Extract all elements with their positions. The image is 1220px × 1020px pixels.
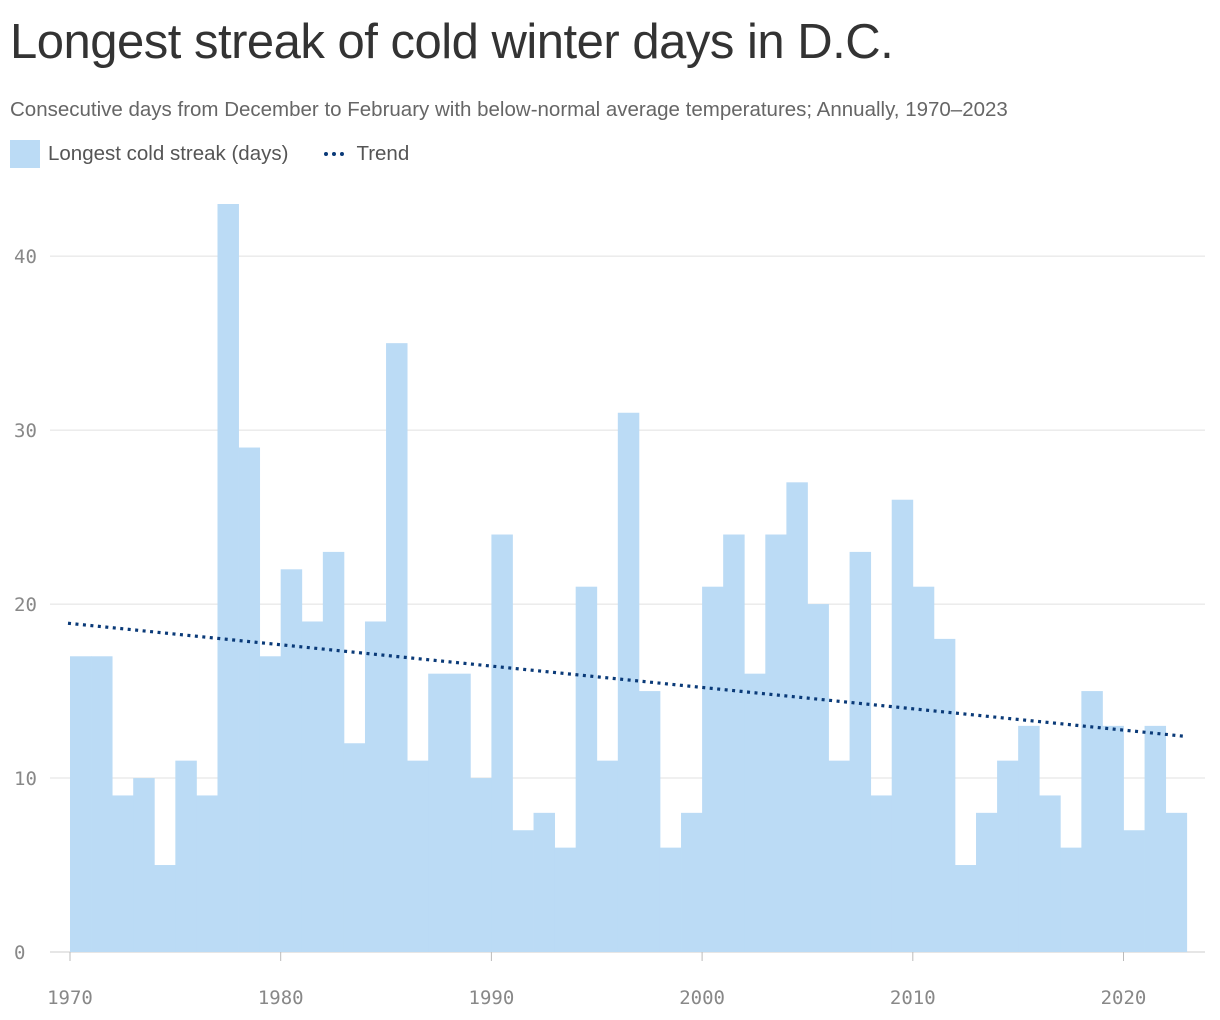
bar-2010	[912, 586, 935, 952]
x-tick-label: 1990	[469, 987, 515, 1009]
legend-swatch-bars	[10, 140, 40, 168]
legend-item-bars: Longest cold streak (days)	[10, 140, 288, 168]
bar-2022	[1165, 812, 1188, 952]
bar-2005	[807, 604, 829, 952]
bars	[70, 204, 1188, 953]
bar-1988	[449, 673, 471, 952]
chart-title: Longest streak of cold winter days in D.…	[10, 15, 894, 69]
chart-subtitle: Consecutive days from December to Februa…	[10, 98, 1008, 121]
y-tick-label: 30	[14, 420, 37, 442]
bar-1987	[428, 673, 450, 952]
bar-2009	[891, 499, 914, 952]
y-tick-label: 10	[14, 768, 37, 790]
bar-1977	[217, 204, 239, 952]
legend: Longest cold streak (days) Trend	[10, 140, 445, 168]
bar-2020	[1123, 830, 1145, 952]
bar-1972	[112, 795, 134, 952]
bar-1970	[70, 656, 92, 952]
bar-1974	[154, 865, 176, 952]
bar-1993	[554, 847, 577, 952]
bar-2006	[828, 760, 850, 952]
bar-2004	[786, 482, 808, 952]
bar-1985	[386, 343, 408, 952]
bar-2000	[702, 586, 724, 952]
bar-1981	[301, 621, 324, 952]
bar-2014	[997, 760, 1019, 952]
bar-2017	[1060, 847, 1082, 952]
bar-2007	[849, 551, 872, 952]
bar-2002	[744, 673, 766, 952]
bar-2019	[1102, 725, 1124, 952]
x-tick-label: 2020	[1101, 987, 1147, 1009]
bar-1978	[238, 447, 261, 952]
bar-1975	[175, 760, 197, 952]
x-tick-label: 2000	[679, 987, 725, 1009]
bar-1986	[407, 760, 429, 952]
bar-1992	[533, 812, 556, 952]
y-tick-label: 40	[14, 246, 37, 268]
legend-label-bars: Longest cold streak (days)	[48, 142, 289, 165]
bar-2003	[765, 534, 787, 952]
bar-2015	[1018, 725, 1040, 952]
bar-1995	[596, 760, 619, 952]
bar-1998	[659, 847, 682, 952]
legend-item-trend: Trend	[324, 142, 409, 166]
bar-1982	[322, 551, 345, 952]
bar-1983	[343, 743, 366, 952]
x-tick-label: 1970	[47, 987, 93, 1009]
bar-1971	[91, 656, 113, 952]
y-axis: 0 10 20 30 40	[14, 246, 37, 964]
bar-1976	[196, 795, 218, 952]
bar-2012	[954, 865, 977, 952]
bar-1997	[638, 691, 661, 952]
bar-1984	[364, 621, 387, 952]
bar-1994	[575, 586, 598, 952]
x-tick-label: 1980	[258, 987, 304, 1009]
bar-2016	[1039, 795, 1061, 952]
bar-1990	[491, 534, 513, 952]
bar-1980	[280, 569, 303, 952]
y-tick-label: 0	[14, 942, 25, 964]
bar-2001	[723, 534, 745, 952]
bar-2013	[976, 812, 998, 952]
bar-2008	[870, 795, 893, 952]
bar-2011	[933, 638, 956, 952]
bar-1973	[133, 778, 155, 952]
bar-1979	[259, 656, 282, 952]
x-axis: 1970 1980 1990 2000 2010 2020	[47, 952, 1146, 1009]
legend-swatch-trend	[324, 152, 345, 156]
y-tick-label: 20	[14, 594, 37, 616]
bar-2021	[1144, 725, 1167, 952]
bar-2018	[1081, 691, 1103, 952]
bar-1996	[617, 412, 640, 953]
x-tick-label: 2010	[890, 987, 936, 1009]
bar-1999	[681, 812, 703, 952]
bar-1991	[512, 830, 534, 952]
bar-1989	[470, 778, 492, 952]
legend-label-trend: Trend	[356, 142, 410, 165]
